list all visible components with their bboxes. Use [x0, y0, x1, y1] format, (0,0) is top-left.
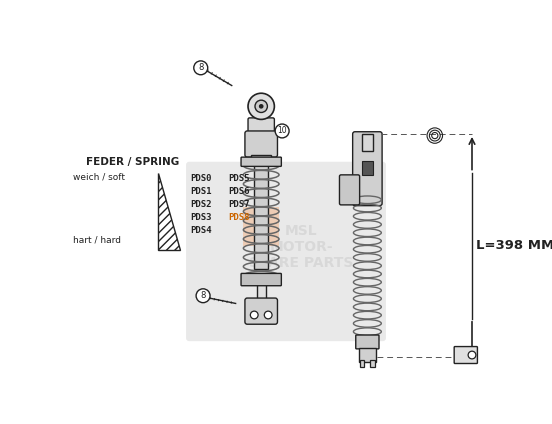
FancyBboxPatch shape — [362, 134, 373, 151]
Text: weich / soft: weich / soft — [73, 173, 125, 181]
Text: PDS1: PDS1 — [190, 187, 212, 196]
Circle shape — [259, 104, 263, 109]
Text: 8: 8 — [198, 63, 204, 73]
FancyBboxPatch shape — [353, 132, 382, 206]
FancyBboxPatch shape — [359, 360, 364, 367]
Circle shape — [255, 100, 267, 112]
FancyBboxPatch shape — [186, 162, 386, 341]
Text: L=398 MM: L=398 MM — [476, 239, 552, 252]
Circle shape — [196, 289, 210, 303]
FancyBboxPatch shape — [370, 360, 375, 367]
Text: hart / hard: hart / hard — [73, 236, 121, 245]
Circle shape — [264, 311, 272, 319]
FancyBboxPatch shape — [339, 175, 359, 205]
FancyBboxPatch shape — [248, 118, 274, 135]
Text: 8: 8 — [200, 291, 206, 300]
FancyBboxPatch shape — [241, 273, 282, 286]
Circle shape — [468, 351, 476, 359]
Text: PDS3: PDS3 — [190, 213, 212, 222]
Text: PDS0: PDS0 — [190, 174, 212, 183]
FancyBboxPatch shape — [359, 348, 376, 362]
FancyBboxPatch shape — [245, 298, 278, 324]
Text: PDS2: PDS2 — [190, 200, 212, 209]
Circle shape — [275, 124, 289, 138]
FancyBboxPatch shape — [454, 346, 477, 363]
FancyBboxPatch shape — [243, 207, 279, 245]
FancyBboxPatch shape — [251, 155, 271, 161]
Text: FEDER / SPRING: FEDER / SPRING — [86, 157, 179, 167]
FancyBboxPatch shape — [355, 335, 379, 349]
Circle shape — [248, 93, 274, 120]
FancyBboxPatch shape — [254, 157, 268, 269]
Text: PDS6: PDS6 — [228, 187, 250, 196]
FancyBboxPatch shape — [245, 131, 278, 157]
FancyBboxPatch shape — [362, 161, 373, 175]
Circle shape — [194, 61, 208, 75]
Circle shape — [251, 311, 258, 319]
FancyBboxPatch shape — [257, 283, 266, 300]
Text: PDS8: PDS8 — [228, 213, 250, 222]
Text: PDS5: PDS5 — [228, 174, 250, 183]
Text: PDS4: PDS4 — [190, 226, 212, 235]
Text: 10: 10 — [277, 126, 287, 135]
FancyBboxPatch shape — [241, 157, 282, 166]
Text: MSL
MOTOR-
SPARE PARTS: MSL MOTOR- SPARE PARTS — [250, 224, 354, 271]
Text: PDS7: PDS7 — [228, 200, 250, 209]
